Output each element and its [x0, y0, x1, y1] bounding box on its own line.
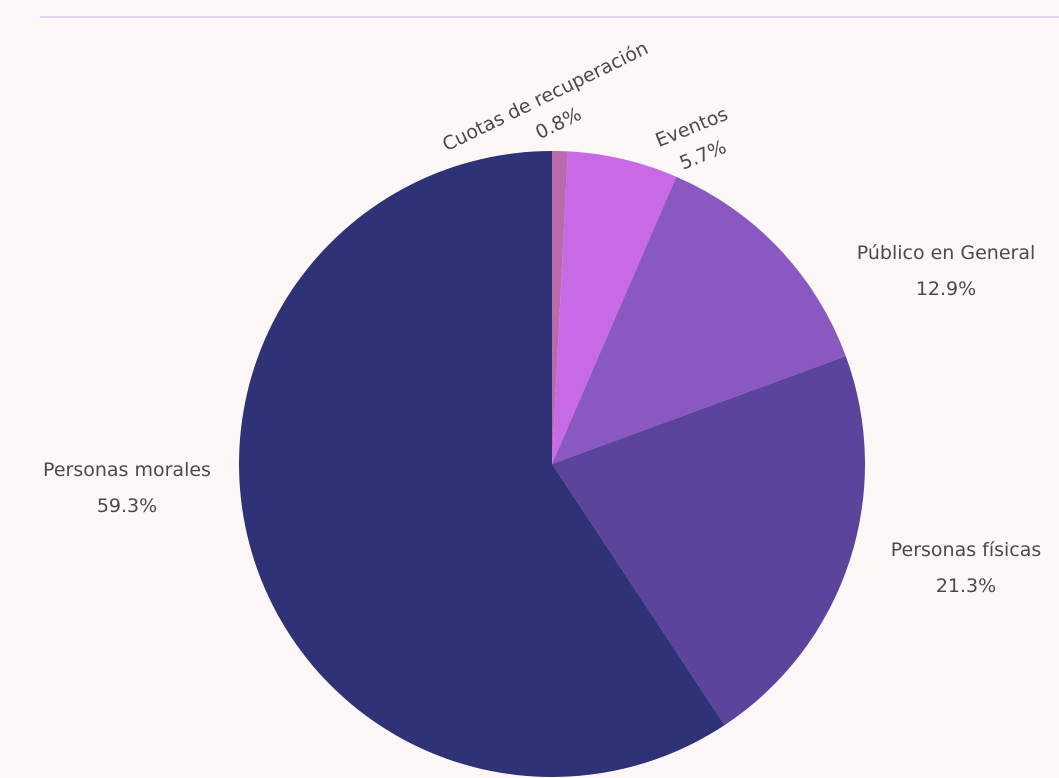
slice-category-name: Público en General — [857, 242, 1036, 264]
pie-slice-cuotas-de-recuperaci-n — [552, 151, 568, 464]
pie-slice-p-blico-en-general — [552, 176, 846, 465]
slice-category-name: Personas físicas — [891, 539, 1042, 561]
top-divider-line — [40, 0, 1059, 18]
pie-slice-personas-f-sicas — [552, 356, 865, 726]
slice-percent-value: 59.3% — [97, 495, 157, 517]
slice-percent-value: 21.3% — [936, 575, 996, 597]
slice-label-p-blico-en-general: Público en General 12.9% — [857, 242, 1036, 300]
slice-label-personas-f-sicas: Personas físicas 21.3% — [891, 539, 1042, 597]
slice-label-eventos: Eventos5.7% — [652, 103, 742, 180]
pie-slice-eventos — [552, 151, 677, 464]
slice-label-personas-morales: Personas morales 59.3% — [43, 459, 211, 517]
slice-percent-value: 12.9% — [916, 278, 976, 300]
slice-category-name: Personas morales — [43, 459, 211, 481]
pie-slice-personas-morales — [239, 151, 725, 777]
